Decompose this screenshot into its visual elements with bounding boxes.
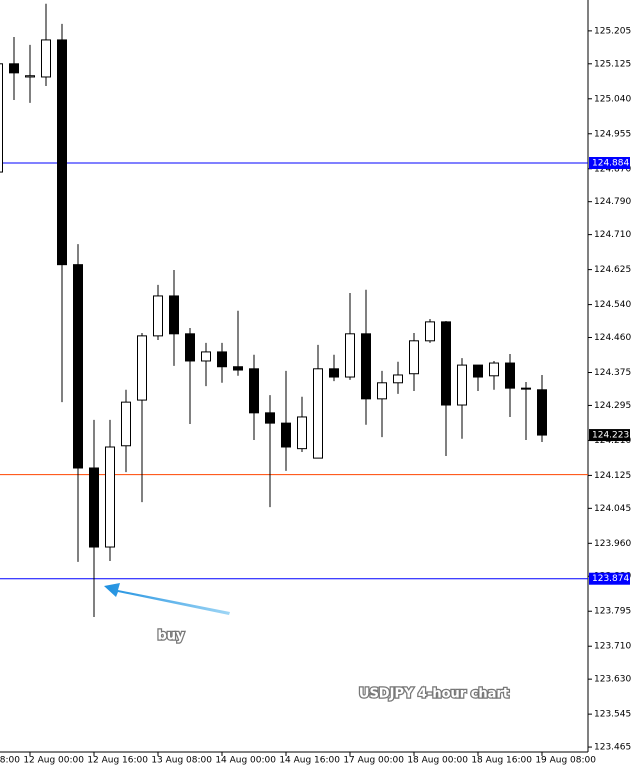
candle-body [489, 362, 499, 377]
candle-body [281, 422, 291, 448]
y-tick-label: 123.710 [594, 642, 631, 652]
candle-body [105, 446, 115, 548]
y-tick-label: 124.870 [594, 164, 631, 174]
price-box [589, 156, 630, 169]
candle-body [41, 39, 51, 78]
x-tick-label: 19 Aug 08:00 [535, 756, 596, 766]
annotation: USDJPY 4-hour chart [359, 687, 509, 702]
price-label: 123.874 [592, 574, 629, 584]
y-tick-label: 125.125 [594, 59, 631, 69]
y-tick-label: 123.545 [594, 710, 631, 720]
candle-body [0, 63, 3, 173]
y-tick-label: 124.295 [594, 401, 631, 411]
candle-body [121, 401, 131, 447]
y-tick-label: 123.795 [594, 607, 631, 617]
candle-body [345, 333, 355, 378]
candle-body [233, 366, 243, 371]
price-box [589, 572, 630, 585]
x-tick-label: 14 Aug 00:00 [215, 756, 276, 766]
y-tick-label: 123.465 [594, 743, 631, 753]
y-tick-label: 124.125 [594, 471, 631, 481]
y-tick-label: 124.625 [594, 265, 631, 275]
candle-body [217, 351, 227, 368]
y-tick-label: 125.040 [594, 94, 631, 104]
candle-body [313, 368, 323, 459]
candle-body [57, 39, 67, 266]
x-tick-label: 12 Aug 00:00 [23, 756, 84, 766]
arrow [104, 583, 230, 615]
x-tick-label: 17 Aug 00:00 [343, 756, 404, 766]
candle-body [393, 374, 403, 384]
y-tick-label: 124.045 [594, 504, 631, 514]
x-tick-label: 14 Aug 16:00 [279, 756, 340, 766]
candle-body [425, 321, 435, 342]
candle-body [153, 295, 163, 337]
y-tick-label: 124.710 [594, 230, 631, 240]
candle-body [297, 416, 307, 450]
plot-area [0, 3, 588, 617]
x-tick-label: 18 Aug 16:00 [471, 756, 532, 766]
candle-body [25, 75, 35, 78]
candle-body [329, 368, 339, 378]
candle-body [201, 351, 211, 362]
candle-body [9, 63, 19, 74]
y-tick-label: 124.375 [594, 368, 631, 378]
x-tick-label: 08:00 [0, 756, 20, 766]
y-tick-label: 123.960 [594, 539, 631, 549]
candle-body [377, 382, 387, 400]
candle-body [505, 362, 515, 389]
y-tick-label: 124.955 [594, 129, 631, 139]
candle-body [169, 295, 179, 335]
candle-body [537, 389, 547, 436]
candle-body [361, 333, 371, 400]
candle-body [265, 412, 275, 424]
price-label: 124.884 [592, 158, 629, 168]
candle-body [473, 364, 483, 378]
current-price-label: 124.223 [592, 431, 629, 441]
y-tick-label: 124.790 [594, 197, 631, 207]
candle-body [409, 340, 419, 375]
candle-body [89, 467, 99, 548]
y-tick-label: 124.540 [594, 300, 631, 310]
annotation: buy [157, 629, 185, 644]
price-box [589, 429, 630, 442]
candle-body [441, 321, 451, 406]
candle-body [521, 387, 531, 390]
candle-body [185, 333, 195, 362]
x-tick-label: 18 Aug 00:00 [407, 756, 468, 766]
candle-body [73, 264, 83, 469]
y-tick-label: 124.460 [594, 333, 631, 343]
candle-body [457, 364, 467, 406]
x-tick-label: 12 Aug 16:00 [87, 756, 148, 766]
candle-body [249, 368, 259, 414]
y-tick-label: 125.205 [594, 26, 631, 36]
x-tick-label: 13 Aug 08:00 [151, 756, 212, 766]
y-tick-label: 123.630 [594, 675, 631, 685]
candle-body [137, 335, 147, 401]
